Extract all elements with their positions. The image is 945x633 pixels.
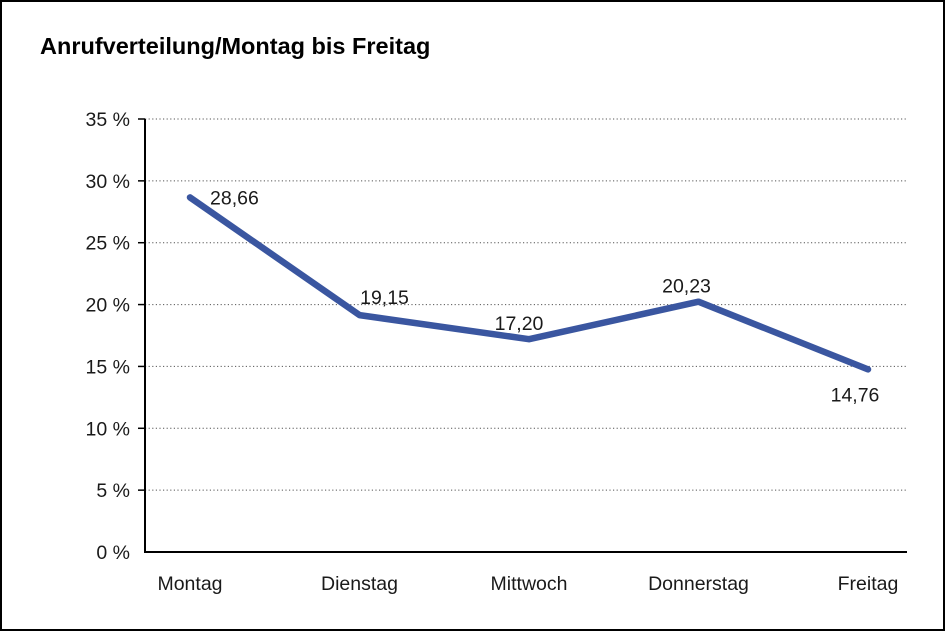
data-point-label: 14,76 [831,384,880,406]
data-point-label: 28,66 [210,187,259,209]
y-tick-label: 15 % [86,356,130,378]
x-category-label: Mittwoch [491,573,568,595]
y-tick-label: 35 % [86,109,130,131]
y-tick-label: 30 % [86,171,130,193]
data-point-label: 20,23 [662,276,711,298]
data-point-label: 19,15 [360,287,409,309]
data-line [186,194,872,373]
x-category-label: Dienstag [321,573,398,595]
y-tick-label: 25 % [86,233,130,255]
y-tick-label: 10 % [86,418,130,440]
y-tick-label: 20 % [86,295,130,317]
chart-title: Anrufverteilung/Montag bis Freitag [40,33,431,59]
y-tick-label: 0 % [96,542,130,564]
y-tick-label: 5 % [96,480,130,502]
x-category-label: Donnerstag [648,573,749,595]
x-category-label: Montag [157,573,222,595]
x-category-label: Freitag [838,573,899,595]
data-point-label: 17,20 [495,313,544,335]
